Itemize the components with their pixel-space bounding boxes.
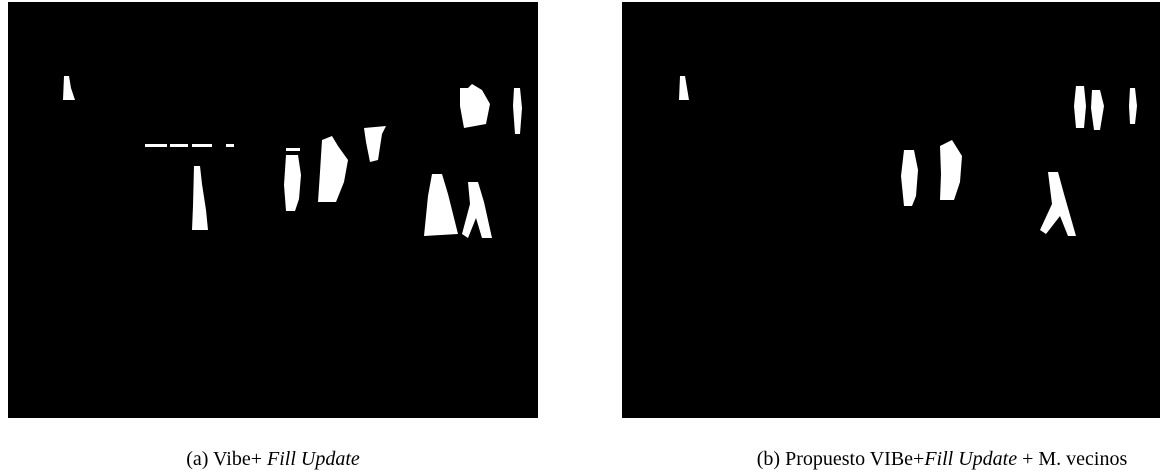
caption-text: (b) Propuesto VIBe+ <box>757 448 925 470</box>
caption-text: (a) Vibe+ <box>186 448 267 470</box>
figure-page: (a) Vibe+ Fill Update (b) Propuesto VIBe… <box>0 0 1160 476</box>
caption: (a) Vibe+ Fill Update <box>8 448 538 471</box>
caption-text: Fill Update <box>924 448 1017 470</box>
image-a <box>8 2 552 418</box>
caption: (b) Propuesto VIBe+Fill Update + M. veci… <box>622 448 1160 471</box>
image-b <box>622 2 1160 418</box>
figure-images <box>0 0 1160 430</box>
caption-text: Fill Update <box>267 448 360 470</box>
caption-text: + M. vecinos <box>1017 448 1127 470</box>
